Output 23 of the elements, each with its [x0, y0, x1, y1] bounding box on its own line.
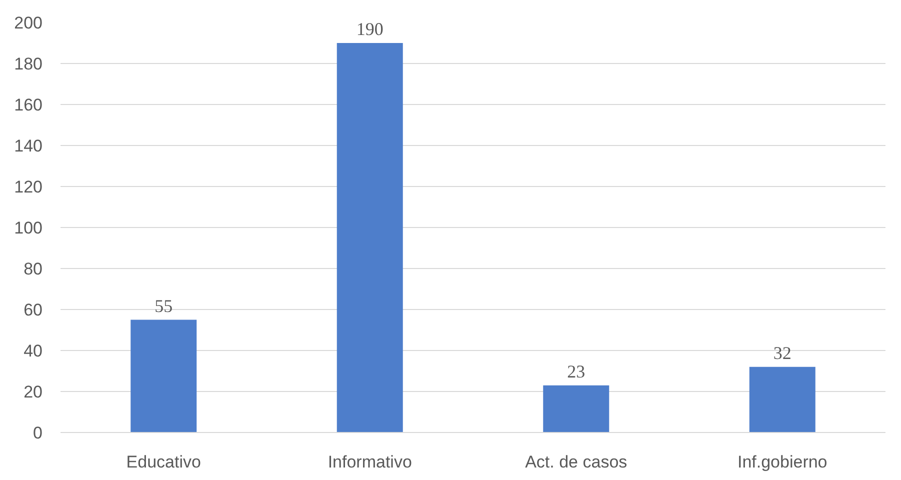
y-tick-label: 140 — [14, 136, 43, 156]
bar — [336, 43, 403, 432]
data-label: 55 — [154, 296, 173, 316]
bar — [749, 366, 816, 432]
y-tick-label: 40 — [24, 342, 43, 360]
data-label: 32 — [773, 342, 792, 363]
bar — [543, 385, 610, 432]
y-tick-label: 160 — [14, 96, 43, 114]
x-tick-label: Informativo — [328, 452, 412, 472]
y-tick-label: 20 — [24, 382, 43, 402]
y-tick-label: 180 — [14, 54, 43, 74]
data-label: 23 — [567, 361, 586, 382]
y-tick-label: 60 — [24, 300, 43, 320]
y-tick-label: 200 — [14, 14, 43, 32]
data-label: 190 — [356, 19, 384, 39]
y-tick-label: 100 — [14, 218, 43, 238]
x-tick-label: Act. de casos — [525, 452, 628, 472]
x-tick-label: Educativo — [126, 452, 201, 472]
x-tick-label: Inf.gobierno — [737, 452, 828, 472]
y-tick-label: 120 — [14, 178, 43, 196]
y-tick-label: 0 — [33, 424, 43, 442]
y-tick-label: 80 — [24, 260, 43, 278]
bar — [130, 320, 197, 432]
